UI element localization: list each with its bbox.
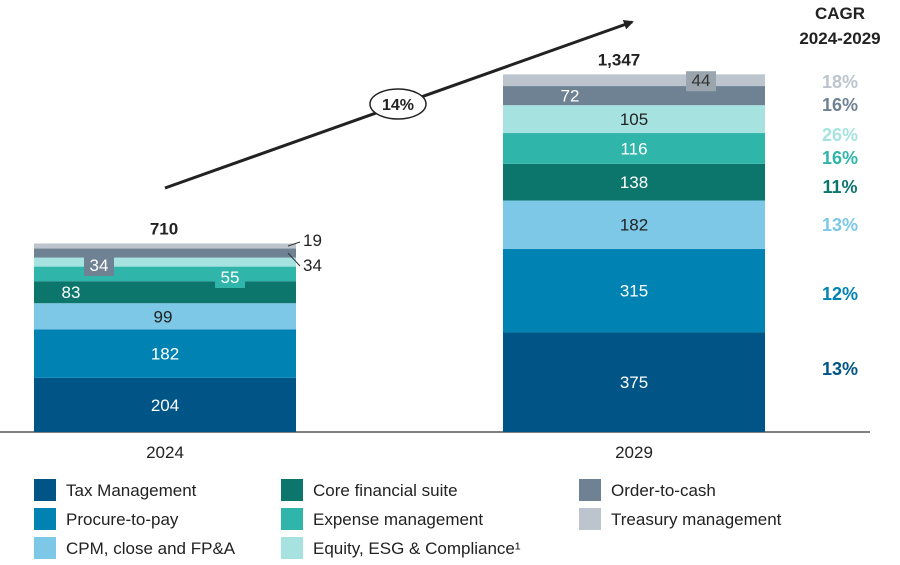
- legend-label-core-financial-suite: Core financial suite: [313, 481, 458, 500]
- bar-segment-2029-core-financial-suite: [503, 163, 765, 201]
- cagr-title-line2: 2024-2029: [799, 29, 880, 48]
- legend-swatch-expense-management: [281, 508, 303, 530]
- legend-label-procure-to-pay: Procure-to-pay: [66, 510, 179, 529]
- value-label-2024-7: 19: [303, 231, 322, 250]
- bar-segment-2029-expense-management: [503, 133, 765, 164]
- growth-badge: 14%: [369, 88, 427, 120]
- value-label-2024-5: 34: [90, 256, 109, 275]
- legend-label-tax-management: Tax Management: [66, 481, 197, 500]
- bar-segment-2024-procure-to-pay: [34, 329, 296, 378]
- value-label-2029-4: 116: [620, 139, 647, 158]
- value-label-2024-3: 83: [62, 283, 81, 302]
- bar-segment-2029-equity-esg-compliance: [503, 105, 765, 134]
- cagr-title-line1: CAGR: [815, 4, 865, 23]
- total-label-2029: 1,347: [598, 50, 641, 69]
- bar-segment-2024-equity-esg-compliance: [34, 257, 296, 267]
- cagr-value-4: 16%: [822, 148, 858, 168]
- value-label-box-2024-4: [215, 268, 245, 288]
- bar-segment-2024-tax-management: [34, 377, 296, 432]
- cagr-value-0: 13%: [822, 359, 858, 379]
- legend-swatch-cpm-close-and-fp-a: [34, 537, 56, 559]
- value-label-2024-0: 204: [151, 396, 179, 415]
- value-label-box-2024-5: [84, 256, 114, 276]
- bar-segment-2029-cpm-close-and-fp-a: [503, 200, 765, 249]
- value-label-2029-0: 375: [620, 373, 648, 392]
- value-label-2029-3: 138: [620, 173, 648, 192]
- value-label-2029-6: 72: [561, 87, 580, 106]
- x-tick-label-2024: 2024: [146, 443, 184, 462]
- value-label-2024-2: 99: [154, 307, 173, 326]
- cagr-value-3: 11%: [822, 177, 857, 197]
- legend-swatch-tax-management: [34, 479, 56, 501]
- legend-label-equity-esg-compliance: Equity, ESG & Compliance¹: [313, 539, 521, 558]
- growth-badge-oval: [369, 88, 427, 120]
- value-label-2029-7: 44: [692, 71, 711, 90]
- cagr-value-2: 13%: [822, 215, 858, 235]
- leader-line-treasury-2024: [287, 241, 301, 247]
- value-label-2029-2: 182: [620, 216, 648, 235]
- cagr-values-group: 13% 12% 13% 11% 16% 26% 16% 18%: [822, 72, 858, 379]
- value-label-box-2029-7: [686, 71, 716, 92]
- cagr-value-5: 26%: [822, 125, 858, 145]
- legend-label-expense-management: Expense management: [313, 510, 483, 529]
- leader-line-order-to-cash-2024: [287, 252, 301, 267]
- legend-swatch-core-financial-suite: [281, 479, 303, 501]
- legend: Tax Management Procure-to-pay CPM, close a…: [34, 479, 782, 559]
- legend-label-cpm-close-and-fp-a: CPM, close and FP&A: [66, 539, 236, 558]
- growth-label: 14%: [382, 97, 414, 114]
- bar-segment-2024-expense-management: [34, 266, 296, 282]
- value-label-2024-6: 34: [303, 256, 322, 275]
- legend-label-order-to-cash: Order-to-cash: [611, 481, 716, 500]
- value-label-2029-1: 315: [620, 282, 648, 301]
- total-label-2024: 710: [150, 219, 178, 238]
- legend-label-treasury-management: Treasury management: [611, 510, 782, 529]
- legend-swatch-procure-to-pay: [34, 508, 56, 530]
- bar-segment-2029-procure-to-pay: [503, 248, 765, 333]
- x-tick-label-2029: 2029: [615, 443, 653, 462]
- bar-segment-2024-treasury-management: [34, 243, 296, 249]
- legend-swatch-order-to-cash: [579, 479, 601, 501]
- legend-swatch-treasury-management: [579, 508, 601, 530]
- cagr-value-1: 12%: [822, 284, 858, 304]
- legend-swatch-equity-esg-compliance: [281, 537, 303, 559]
- cagr-value-6: 16%: [822, 95, 858, 115]
- value-label-2029-5: 105: [620, 110, 648, 129]
- bar-segment-2029-tax-management: [503, 332, 765, 432]
- bars-group: 2024 710 2029 1,347 204 182 99 83 55 34 34 19 375 315…: [0, 50, 870, 462]
- bar-segment-2024-cpm-close-and-fp-a: [34, 303, 296, 330]
- bar-segment-2029-treasury-management: [503, 74, 765, 87]
- bar-segment-2024-order-to-cash: [34, 248, 296, 258]
- bar-segment-2029-order-to-cash: [503, 86, 765, 106]
- value-label-2024-4: 55: [221, 268, 240, 287]
- value-label-2024-1: 182: [151, 345, 179, 364]
- cagr-value-7: 18%: [822, 72, 858, 92]
